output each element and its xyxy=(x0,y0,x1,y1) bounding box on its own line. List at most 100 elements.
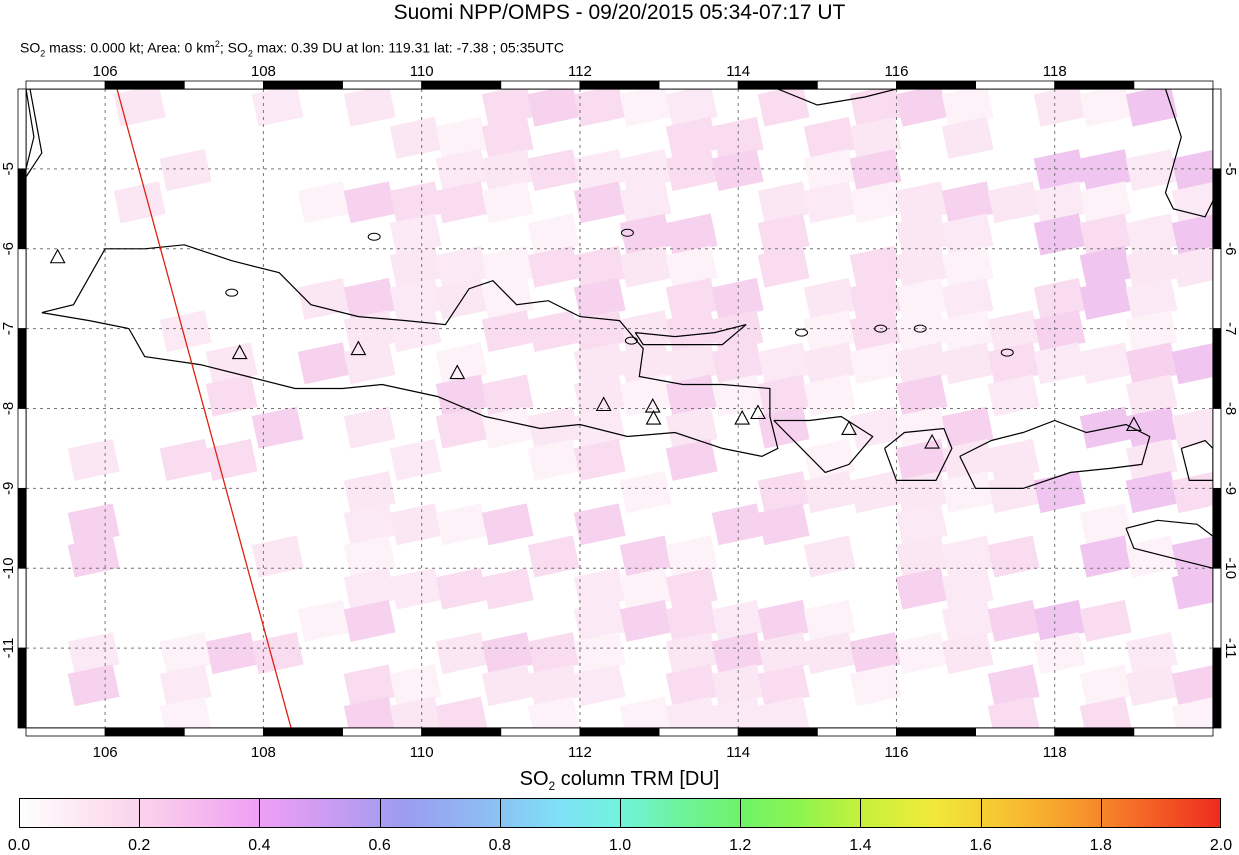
so2-pixel xyxy=(1033,149,1086,192)
lon-tick-label-bottom: 108 xyxy=(251,744,276,760)
so2-pixel xyxy=(665,664,718,707)
so2-pixel xyxy=(987,664,1040,707)
lon-tick-label-bottom: 116 xyxy=(885,744,909,760)
volcano-marker xyxy=(924,433,940,449)
so2-pixel xyxy=(711,116,764,159)
so2-pixel xyxy=(665,89,718,127)
lon-tick-label-bottom: 114 xyxy=(726,744,750,760)
so2-pixel xyxy=(1125,149,1178,192)
so2-pixel xyxy=(665,116,718,159)
so2-pixel xyxy=(1125,213,1178,256)
so2-pixel xyxy=(573,438,626,481)
border-band-right xyxy=(1212,168,1222,250)
so2-pixel xyxy=(113,89,166,127)
lat-tick-label-left: -9 xyxy=(0,482,17,495)
coastline xyxy=(884,427,953,481)
so2-pixel xyxy=(389,438,442,481)
coastline xyxy=(959,419,1151,489)
so2-pixel xyxy=(803,116,856,159)
so2-pixel xyxy=(803,471,856,514)
border-band-top xyxy=(579,80,660,90)
so2-pixel xyxy=(987,535,1040,578)
so2-pixel xyxy=(757,503,810,546)
volcano-marker xyxy=(1125,416,1142,432)
so2-pixel xyxy=(113,181,166,224)
so2-pixel xyxy=(573,342,626,385)
so2-pixel xyxy=(67,503,120,546)
so2-pixel xyxy=(527,438,580,481)
border-band-bottom xyxy=(579,727,660,737)
so2-pixel xyxy=(435,567,488,610)
border-band-right xyxy=(1212,567,1222,649)
so2-pixel xyxy=(895,471,948,514)
so2-pixel xyxy=(573,245,626,288)
small-island xyxy=(620,228,634,237)
border-band-right xyxy=(1212,88,1222,170)
so2-pixel xyxy=(803,632,856,675)
so2-pixel xyxy=(941,310,994,353)
so2-pixel xyxy=(619,89,672,127)
so2-pixel xyxy=(619,310,672,353)
lon-tick-label-top: 116 xyxy=(885,63,909,80)
so2-pixel xyxy=(1171,664,1213,707)
so2-pixel xyxy=(711,664,764,707)
so2-pixel xyxy=(1079,664,1132,707)
so2-pixel xyxy=(1125,406,1178,449)
border-band-left xyxy=(17,248,27,330)
so2-pixel xyxy=(205,438,258,481)
border-band-bottom xyxy=(262,727,343,737)
so2-pixel xyxy=(619,471,672,514)
so2-pixel xyxy=(389,181,442,224)
so2-pixel xyxy=(251,406,304,449)
so2-pixel xyxy=(297,277,350,320)
so2-pixel xyxy=(527,632,580,675)
so2-pixel xyxy=(987,471,1040,514)
so2-pixel xyxy=(1079,503,1132,546)
lat-tick-label-right: -8 xyxy=(1222,402,1239,415)
volcano-marker xyxy=(645,409,662,425)
so2-pixel xyxy=(1171,213,1213,256)
so2-pixel xyxy=(757,181,810,224)
so2-pixel xyxy=(849,277,902,320)
so2-pixel xyxy=(665,245,718,288)
so2-pixel xyxy=(67,664,120,707)
volcano-marker xyxy=(49,248,66,264)
so2-pixel xyxy=(619,342,672,385)
so2-pixel xyxy=(803,310,856,353)
border-band-top xyxy=(183,80,264,90)
border-band-bottom xyxy=(658,727,739,737)
volcano-marker xyxy=(595,396,612,412)
so2-pixel xyxy=(1125,471,1178,514)
colorbar-tick xyxy=(139,798,141,828)
so2-pixel xyxy=(665,535,718,578)
lon-tick-label-top: 118 xyxy=(1043,63,1067,80)
so2-pixel xyxy=(665,632,718,675)
so2-pixel xyxy=(343,342,396,385)
so2-pixel xyxy=(895,89,948,127)
so2-pixel xyxy=(1171,149,1213,192)
so2-pixel xyxy=(343,406,396,449)
so2-pixel xyxy=(941,535,994,578)
so2-pixel xyxy=(987,438,1040,481)
volcano-marker xyxy=(449,364,466,380)
so2-pixel xyxy=(803,342,856,385)
border-band-top xyxy=(342,80,423,90)
colorbar-tick-label: 1.6 xyxy=(969,837,992,854)
lon-tick-label-top: 108 xyxy=(251,63,276,80)
so2-pixel xyxy=(1079,89,1132,127)
so2-pixel xyxy=(481,406,534,449)
coastline xyxy=(634,324,747,346)
so2-pixel xyxy=(159,438,212,481)
so2-pixel xyxy=(1125,245,1178,288)
so2-pixel xyxy=(1079,213,1132,256)
so2-pixel xyxy=(941,471,994,514)
so2-pixel xyxy=(343,310,396,353)
so2-pixel xyxy=(665,277,718,320)
lon-tick-label-top: 106 xyxy=(93,63,118,80)
so2-pixel xyxy=(895,535,948,578)
lon-tick-label-top: 112 xyxy=(568,63,592,80)
so2-pixel xyxy=(251,632,304,675)
so2-pixel xyxy=(389,116,442,159)
so2-pixel xyxy=(573,310,626,353)
so2-pixel xyxy=(481,503,534,546)
